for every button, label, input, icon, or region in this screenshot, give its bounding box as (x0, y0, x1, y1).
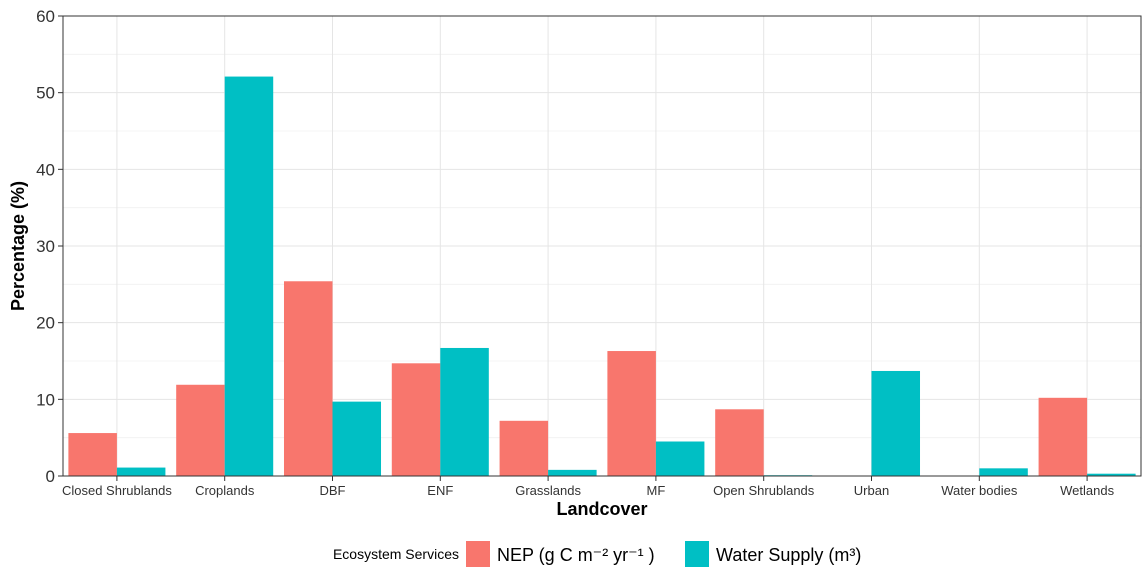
bar-croplands-nep (176, 384, 225, 476)
bar-dbf-nep (283, 281, 333, 476)
bar-croplands-water-supply (224, 76, 274, 477)
x-tick-label-grasslands: Grasslands (515, 483, 581, 498)
y-tick-label: 0 (46, 467, 55, 486)
legend-label-nep: NEP (g C m⁻² yr⁻¹ ) (497, 545, 655, 565)
legend-title: Ecosystem Services (333, 546, 459, 562)
bar-enf-water-supply (440, 347, 489, 476)
bar-grasslands-nep (499, 420, 549, 476)
bar-mf-nep (607, 351, 656, 476)
x-tick-label-wetlands: Wetlands (1060, 483, 1114, 498)
bar-enf-nep (391, 363, 441, 476)
x-tick-label-water-bodies: Water bodies (941, 483, 1018, 498)
legend-key-water-supply (685, 541, 709, 567)
y-tick-label: 20 (36, 314, 55, 333)
bars (68, 76, 1136, 477)
legend: Ecosystem Services NEP (g C m⁻² yr⁻¹ ) W… (333, 541, 861, 567)
y-axis: 0 10 20 30 40 50 60 (36, 7, 63, 486)
legend-label-water-supply: Water Supply (m³) (716, 545, 861, 565)
bar-wetlands-nep (1038, 397, 1088, 476)
x-tick-label-dbf: DBF (320, 483, 346, 498)
y-tick-label: 60 (36, 7, 55, 26)
y-tick-label: 50 (36, 84, 55, 103)
x-tick-label-closed-shrublands: Closed Shrublands (62, 483, 172, 498)
x-tick-label-croplands: Croplands (195, 483, 255, 498)
bar-mf-water-supply (655, 441, 705, 476)
bar-dbf-water-supply (332, 401, 382, 476)
x-axis: Closed Shrublands Croplands DBF ENF Grasslan… (62, 476, 1115, 498)
bar-closed-shrublands-nep (68, 433, 117, 476)
bar-urban-water-supply (871, 370, 921, 476)
x-tick-label-enf: ENF (427, 483, 453, 498)
y-tick-label: 10 (36, 390, 55, 409)
y-tick-label: 30 (36, 237, 55, 256)
y-axis-title: Percentage (%) (8, 181, 28, 311)
bar-wetlands-water-supply (1087, 473, 1136, 476)
y-tick-label: 40 (36, 160, 55, 179)
x-tick-label-mf: MF (647, 483, 666, 498)
x-axis-title: Landcover (556, 499, 647, 519)
bar-closed-shrublands-water-supply (116, 467, 166, 476)
bar-open-shrublands-nep (715, 409, 764, 476)
x-tick-label-urban: Urban (854, 483, 889, 498)
bar-grasslands-water-supply (548, 469, 597, 476)
x-tick-label-open-shrublands: Open Shrublands (713, 483, 815, 498)
bar-water-bodies-water-supply (979, 468, 1028, 476)
legend-key-nep (466, 541, 490, 567)
